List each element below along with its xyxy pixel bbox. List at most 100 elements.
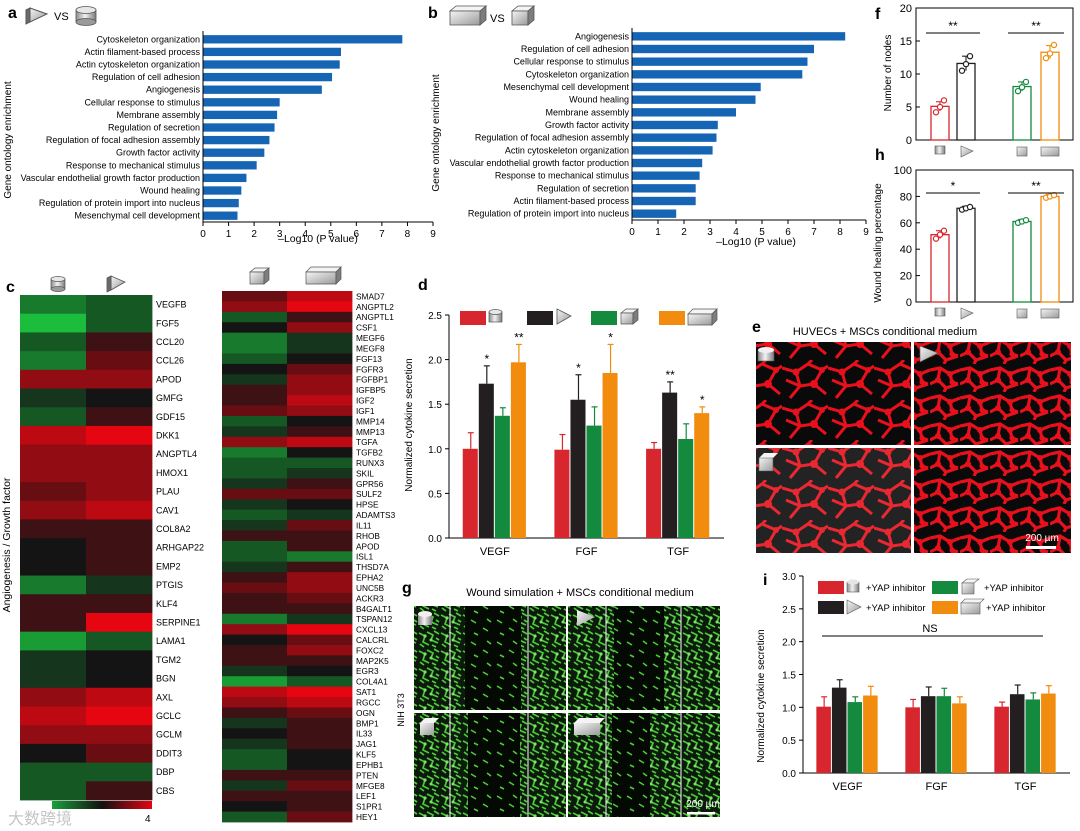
go-bar [632,146,713,155]
y-tick-label: 80 [900,191,912,203]
data-point [1050,41,1058,49]
heatmap-cell [287,374,353,386]
gene-label: TSPAN12 [356,614,393,624]
bar [1009,694,1025,773]
gene-label: GCLC [156,711,182,721]
scaffold-long-box-icon [448,5,488,26]
go-term-label: Regulation of cell adhesion [521,44,629,54]
heatmap-cell [222,415,288,427]
y-tick-label: 3.0 [782,572,796,583]
go-term-label: Cytoskeleton organization [96,34,200,44]
heatmap-cell [287,749,353,760]
go-term-label: Angiogenesis [575,31,630,41]
ns-label: NS [922,623,937,635]
heatmap-cell [222,811,288,823]
heatmap-cell [86,706,153,726]
go-bar [203,186,242,195]
go-term-label: Wound healing [140,186,200,196]
panel-d-axes: 0.00.51.01.52.02.5***VEGF**FGF***TGF [428,311,724,558]
heatmap-cell [222,572,288,583]
heatmap-cell [287,353,353,365]
x-axis-long-box-icon [1040,308,1060,319]
go-term-label: Regulation of secretion [108,123,200,133]
image-triangle-network [914,342,1071,445]
heatmap-cell [287,478,353,490]
heatmap-cell [20,369,87,389]
go-term-label: Regulation of focal adhesion assembly [46,135,201,145]
gene-label: IGF1 [356,406,375,416]
heatmap-cell [222,353,288,365]
y-tick-label: 1.5 [782,671,796,682]
heatmap-cell [20,650,87,670]
panel-g-title: Wound simulation + MSCs conditional medi… [466,587,694,599]
heatmap-cell [86,500,153,520]
gene-label: TGFA [356,437,378,447]
heatmap-cell [287,415,353,427]
x-category-label: VEGF [480,546,510,558]
legend-long-box-icon [687,308,718,326]
x-axis-cylinder-icon [934,145,946,155]
heatmap-cell [86,612,153,633]
significance-marker: ** [1031,179,1041,193]
x-tick-label: 0 [200,229,206,240]
go-term-label: Actin cytoskeleton organization [76,60,200,70]
heatmap-cell [86,594,153,614]
x-tick-label: 4 [733,227,739,238]
heatmap-cell [222,551,288,563]
gene-label: TGFB2 [356,448,383,458]
heatmap-cell [287,384,353,396]
go-term-label: Growth factor activity [116,148,201,158]
y-tick-label: 0.0 [782,769,796,780]
go-bar [632,57,808,66]
heatmap-cell [86,687,153,707]
x-tick-label: 9 [430,229,436,240]
heatmap-scale-max-label: 4 [145,814,151,825]
y-tick-label: 1.0 [428,445,442,456]
panel-d-legend [460,308,718,326]
gene-label: FGF5 [156,318,179,328]
heatmap-cell [20,575,87,595]
go-term-label: Response to mechanical stimulus [495,171,630,181]
image-g-triangle-icon [577,610,595,626]
panel-c-letter: c [6,279,15,296]
go-bar [203,173,247,183]
heatmap-cell [222,363,288,375]
heatmap-cell [287,769,353,781]
gene-label: CCL20 [156,337,184,347]
go-bar [632,95,756,104]
panel-f: f Number of nodes 0 5 10 15 20 ** ** [875,3,1074,158]
heatmap-cell [287,499,353,511]
heatmap-cell [222,749,288,760]
data-point [940,227,948,234]
scaffold-triangle-icon [25,7,49,25]
heatmap-cell [20,519,87,539]
bar [694,413,710,538]
significance-marker: * [484,352,489,366]
heatmap-cell [287,634,353,646]
legend-i-swatch-black [818,601,844,614]
go-bar [632,70,803,79]
x-category-label: TGF [1015,781,1037,793]
bar [956,62,976,141]
x-tick-label: 6 [354,229,360,240]
go-term-label: Cellular response to stimulus [84,97,200,107]
watermark-text: 大数跨境 [8,809,72,828]
bar [602,372,618,538]
y-tick-label: 20 [900,271,912,283]
heatmap-cell [287,291,353,302]
x-tick-label: 4 [302,229,308,240]
heatmap-cell [222,624,288,635]
data-point [1046,50,1054,57]
heatmap-left: VEGFB FGF5 CCL20 CCL26 APOD GMFG GDF15 DKK1 ANGP… [20,295,204,801]
data-point [1042,54,1050,62]
panel-h-ylabel: Wound healing percentage [873,183,884,303]
scaffold-cube-icon [510,5,536,26]
go-bar [203,211,238,220]
heatmap-cell [86,556,153,576]
heatmap-color-scale [52,801,152,809]
heatmap-cell [287,624,353,635]
go-bar [632,196,696,206]
go-term-label: Cellular response to stimulus [513,57,629,67]
heatmap-cell [222,301,288,313]
panel-f-letter: f [875,6,881,23]
